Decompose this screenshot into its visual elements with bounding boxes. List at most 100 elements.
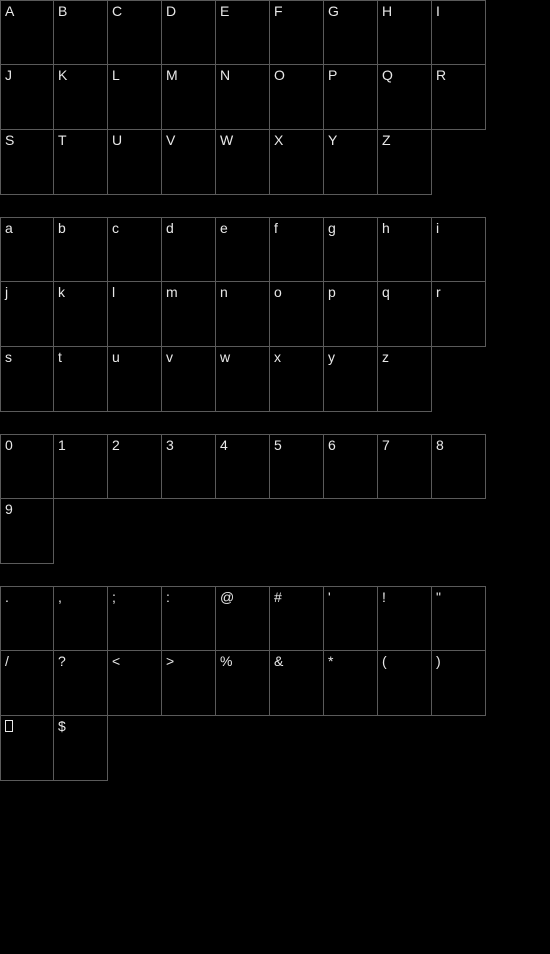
glyph-label: v [166,349,173,365]
uppercase-row: STUVWXYZ [0,130,550,195]
glyph-label: , [58,589,62,605]
glyph-cell: g [324,217,378,282]
glyph-label: r [436,284,441,300]
glyph-label: Z [382,132,391,148]
glyph-label: R [436,67,446,83]
glyph-label: < [112,653,120,669]
glyph-label: A [5,3,14,19]
glyph-cell: < [108,651,162,716]
glyph-label: k [58,284,65,300]
section-gap [0,564,550,586]
glyph-label: 6 [328,437,336,453]
glyph-cell: F [270,0,324,65]
glyph-label: l [112,284,115,300]
glyph-cell: % [216,651,270,716]
glyph-cell: ( [378,651,432,716]
glyph-cell: G [324,0,378,65]
glyph-label: E [220,3,229,19]
glyph-label: x [274,349,281,365]
glyph-label: * [328,653,333,669]
glyph-cell: P [324,65,378,130]
glyph-label: & [274,653,283,669]
glyph-cell: a [0,217,54,282]
glyph-label: z [382,349,389,365]
glyph-label: t [58,349,62,365]
glyph-label: I [436,3,440,19]
glyph-cell: V [162,130,216,195]
glyph-label: O [274,67,285,83]
missing-glyph-icon [5,720,13,732]
symbols-row: $ [0,716,550,781]
glyph-label: J [5,67,12,83]
glyph-label: ' [328,589,331,605]
glyph-cell: * [324,651,378,716]
glyph-cell: 1 [54,434,108,499]
symbols-row: /?<>%&*() [0,651,550,716]
glyph-cell: ; [108,586,162,651]
glyph-cell: ! [378,586,432,651]
glyph-cell: 0 [0,434,54,499]
glyph-label: W [220,132,233,148]
glyph-cell: 4 [216,434,270,499]
glyph-label: o [274,284,282,300]
glyph-label: D [166,3,176,19]
symbols-row: .,;:@#'!" [0,586,550,651]
glyph-cell: u [108,347,162,412]
glyph-cell: d [162,217,216,282]
glyph-label: B [58,3,67,19]
lowercase-section: abcdefghijklmnopqrstuvwxyz [0,217,550,412]
glyph-label: @ [220,589,234,605]
uppercase-row: JKLMNOPQR [0,65,550,130]
glyph-label: g [328,220,336,236]
glyph-cell: j [0,282,54,347]
glyph-cell: X [270,130,324,195]
symbols-section: .,;:@#'!"/?<>%&*()$ [0,586,550,781]
glyph-label: 4 [220,437,228,453]
glyph-label: w [220,349,230,365]
glyph-cell: ' [324,586,378,651]
glyph-label: 5 [274,437,282,453]
glyph-label: : [166,589,170,605]
glyph-label: i [436,220,439,236]
glyph-cell: s [0,347,54,412]
glyph-label: 2 [112,437,120,453]
glyph-cell: 8 [432,434,486,499]
glyph-cell: R [432,65,486,130]
glyph-label: $ [58,718,66,734]
glyph-cell: S [0,130,54,195]
glyph-label: 8 [436,437,444,453]
digits-row: 9 [0,499,550,564]
glyph-cell: l [108,282,162,347]
glyph-cell: f [270,217,324,282]
glyph-label: G [328,3,339,19]
glyph-label: n [220,284,228,300]
glyph-cell: L [108,65,162,130]
glyph-cell: Y [324,130,378,195]
glyph-cell: W [216,130,270,195]
glyph-cell: n [216,282,270,347]
glyph-label: Q [382,67,393,83]
glyph-cell: > [162,651,216,716]
glyph-label: f [274,220,278,236]
glyph-cell: e [216,217,270,282]
glyph-label: 3 [166,437,174,453]
glyph-cell: B [54,0,108,65]
glyph-label: % [220,653,232,669]
glyph-label: q [382,284,390,300]
glyph-cell: v [162,347,216,412]
glyph-cell: . [0,586,54,651]
glyph-label: K [58,67,67,83]
glyph-cell: i [432,217,486,282]
glyph-label: ( [382,653,387,669]
glyph-cell: z [378,347,432,412]
glyph-label: F [274,3,283,19]
glyph-label: b [58,220,66,236]
glyph-label: > [166,653,174,669]
glyph-label: 9 [5,501,13,517]
glyph-cell: / [0,651,54,716]
lowercase-row: abcdefghi [0,217,550,282]
glyph-label: j [5,284,8,300]
glyph-label: h [382,220,390,236]
glyph-cell: 3 [162,434,216,499]
glyph-cell: 5 [270,434,324,499]
